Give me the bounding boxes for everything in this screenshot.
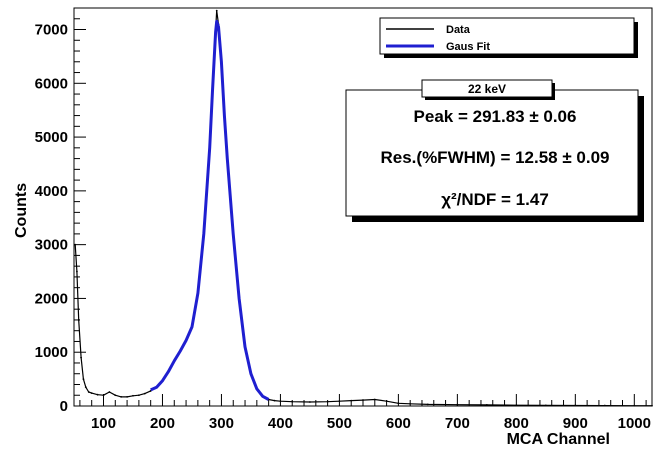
y-tick-label: 2000 — [35, 290, 68, 307]
y-tick-label: 7000 — [35, 22, 68, 39]
y-tick-label: 4000 — [35, 183, 68, 200]
legend-data-label: Data — [446, 24, 471, 36]
x-tick-label: 400 — [268, 415, 293, 432]
data-point — [82, 378, 85, 381]
data-point — [279, 400, 282, 403]
data-point — [574, 404, 577, 407]
series-gaus-fit-line — [150, 19, 270, 401]
data-point — [87, 391, 90, 393]
x-tick-label: 800 — [504, 415, 529, 432]
legend: Data Gaus Fit — [379, 17, 638, 58]
data-point — [373, 398, 376, 401]
data-point — [309, 401, 311, 403]
data-point — [132, 394, 134, 397]
y-axis: 0 1000 2000 3000 4000 5000 6000 7000 — [35, 7, 86, 415]
data-point — [84, 386, 87, 389]
y-tick-label: 6000 — [35, 75, 68, 92]
legend-box — [379, 17, 635, 55]
data-point — [633, 404, 636, 407]
y-axis-title: Counts — [13, 183, 30, 238]
data-point — [108, 391, 111, 393]
data-point — [338, 400, 341, 403]
stats-line-resolution: Res.(%FWHM) = 12.58 ± 0.09 — [381, 148, 610, 167]
x-tick-label: 500 — [327, 415, 352, 432]
data-point — [80, 356, 82, 359]
data-point — [114, 394, 117, 397]
data-point — [397, 402, 400, 405]
data-point — [76, 270, 78, 273]
x-tick-label: 1000 — [618, 415, 651, 432]
data-point — [362, 399, 364, 401]
data-point — [120, 395, 123, 398]
stats-title-box — [421, 79, 553, 98]
stats-line-peak: Peak = 291.83 ± 0.06 — [414, 107, 577, 126]
data-point — [603, 404, 606, 407]
x-tick-label: 900 — [563, 415, 588, 432]
data-point — [385, 400, 388, 403]
x-tick-label: 600 — [386, 415, 411, 432]
data-point — [90, 392, 93, 394]
data-point — [409, 402, 412, 405]
stats-body — [345, 89, 639, 217]
x-tick-label: 200 — [150, 415, 175, 432]
x-tick-label: 300 — [209, 415, 234, 432]
data-point — [126, 395, 128, 398]
data-point — [485, 404, 488, 406]
x-tick-label: 700 — [445, 415, 470, 432]
data-point — [651, 404, 653, 407]
legend-fit-label: Gaus Fit — [446, 41, 490, 53]
stats-line-chi2: χ²/NDF = 1.47 — [441, 190, 549, 209]
y-tick-label: 3000 — [35, 237, 68, 254]
data-point — [143, 392, 146, 395]
data-point — [426, 403, 429, 406]
y-tick-label: 0 — [60, 398, 68, 415]
x-axis: 100 200 300 400 500 600 700 800 900 1000 — [79, 394, 651, 432]
series-layer — [74, 9, 653, 407]
data-point — [350, 399, 353, 402]
data-point — [326, 400, 329, 403]
data-point — [96, 393, 99, 396]
data-point — [544, 404, 547, 407]
data-point — [215, 9, 218, 12]
data-point — [515, 404, 518, 407]
y-tick-label: 1000 — [35, 344, 68, 361]
data-point — [456, 403, 459, 406]
x-tick-label: 100 — [91, 415, 116, 432]
data-point — [77, 319, 80, 321]
stats-box: 22 keV Peak = 291.83 ± 0.06 Res.(%FWHM) … — [345, 79, 644, 222]
stats-title: 22 keV — [468, 82, 506, 96]
data-point — [137, 394, 140, 397]
data-point — [74, 243, 77, 246]
data-point — [102, 394, 105, 397]
data-point — [273, 399, 276, 402]
data-point — [291, 400, 294, 403]
x-axis-title: MCA Channel — [507, 431, 610, 448]
y-tick-label: 5000 — [35, 129, 68, 146]
